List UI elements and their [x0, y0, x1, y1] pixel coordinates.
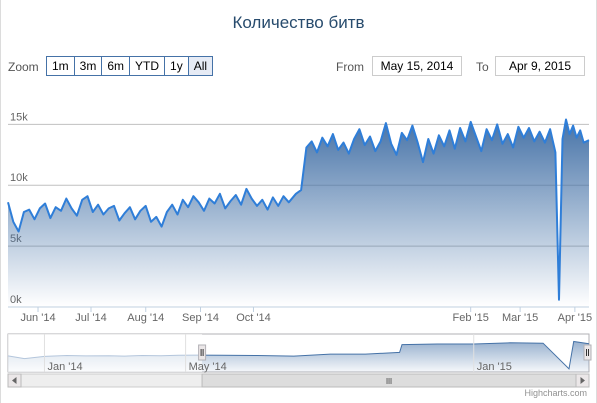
x-tick-label: Sep '14: [182, 312, 219, 324]
navigator-handle-right[interactable]: [583, 344, 592, 361]
navigator-tick-label: Jan '14: [47, 361, 82, 373]
arrow-left-icon: [12, 377, 17, 384]
to-date-input[interactable]: Apr 9, 2015: [495, 56, 585, 76]
scrollbar-thumb[interactable]: [201, 373, 577, 388]
zoom-1y-button[interactable]: 1y: [164, 56, 189, 76]
navigator[interactable]: Jan '14 May '14 Jan '15: [7, 333, 592, 373]
zoom-label: Zoom: [8, 60, 39, 74]
navigator-handle-left[interactable]: [198, 344, 207, 361]
x-tick-label: Jul '14: [75, 312, 106, 324]
x-tick-label: Feb '15: [453, 312, 489, 324]
navigator-tick-label: Jan '15: [477, 361, 512, 373]
zoom-3m-button[interactable]: 3m: [73, 56, 103, 76]
navigator-axis-labels: Jan '14 May '14 Jan '15: [43, 334, 512, 373]
series-line: [7, 118, 590, 301]
zoom-6m-button[interactable]: 6m: [101, 56, 131, 76]
x-axis-labels: Jun '14 Jul '14 Aug '14 Sep '14 Oct '14 Feb '…: [20, 307, 592, 324]
credits-link[interactable]: Highcharts.com: [524, 388, 587, 398]
x-tick-label: Mar '15: [502, 312, 538, 324]
scrollbar[interactable]: [7, 373, 590, 388]
x-tick-label: Jun '14: [20, 312, 55, 324]
scrollbar-left-arrow[interactable]: [7, 373, 22, 388]
zoom-buttons: 1m 3m 6m YTD 1y All: [46, 56, 214, 76]
chart-title: Количество битв: [232, 13, 365, 32]
series-area: [8, 119, 589, 307]
y-tick-label: 10k: [10, 172, 28, 184]
x-tick-label: Apr '15: [558, 312, 593, 324]
navigator-mask-left: [8, 334, 203, 372]
y-tick-label: 15k: [10, 111, 28, 123]
arrow-right-icon: [580, 377, 585, 384]
scrollbar-right-arrow[interactable]: [575, 373, 590, 388]
zoom-all-button[interactable]: All: [187, 56, 214, 76]
x-tick-label: Aug '14: [127, 312, 164, 324]
grip-icon: [386, 378, 392, 384]
x-tick-label: Oct '14: [236, 312, 271, 324]
navigator-tick-label: May '14: [189, 361, 227, 373]
from-date-input[interactable]: May 15, 2014: [372, 56, 462, 76]
from-label: From: [336, 60, 364, 74]
to-label: To: [476, 60, 489, 74]
